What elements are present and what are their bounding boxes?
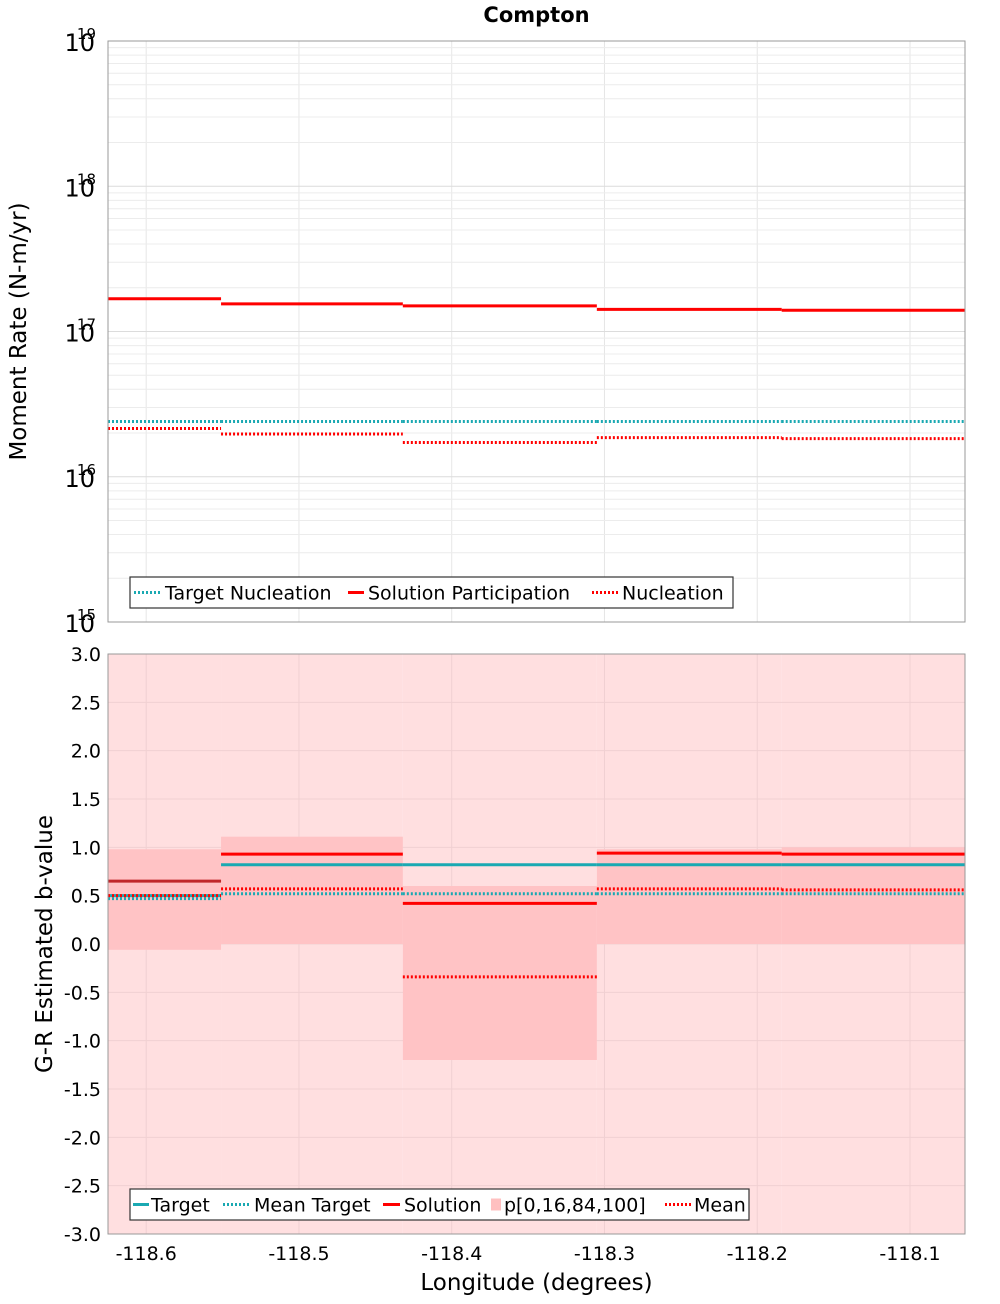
top-legend-label: Solution Participation xyxy=(368,583,570,605)
top-grid xyxy=(108,41,965,623)
top-y-tick-base: 10 xyxy=(64,610,95,638)
top-y-tick-exponent: 16 xyxy=(77,461,96,479)
bottom-y-tick-label: -1.5 xyxy=(64,1079,101,1101)
bottom-legend-label: p[0,16,84,100] xyxy=(504,1195,646,1217)
bottom-y-tick-label: 1.5 xyxy=(71,789,101,811)
bottom-series-solution xyxy=(108,851,965,905)
bottom-y-tick-label: 0.0 xyxy=(71,934,101,956)
bottom-series-mean-target xyxy=(108,892,965,901)
bottom-plot-frame xyxy=(107,653,966,1235)
top-series-solution-participation xyxy=(108,297,965,312)
top-legend-label: Nucleation xyxy=(622,583,724,605)
bottom-legend-label: Mean xyxy=(694,1195,746,1217)
bottom-y-tick-label: -3.0 xyxy=(64,1224,101,1246)
top-y-tick-base: 10 xyxy=(64,320,95,348)
top-y-tick-exponent: 17 xyxy=(77,316,96,334)
bottom-y-tick-label: -2.5 xyxy=(64,1176,101,1198)
top-y-tick-exponent: 18 xyxy=(77,170,96,188)
top-series-nucleation xyxy=(108,426,965,445)
top-y-axis-label: Moment Rate (N-m/yr) xyxy=(6,202,32,460)
chart-title: Compton xyxy=(483,3,589,27)
bottom-y-tick-label: 1.0 xyxy=(71,837,101,859)
x-tick-label: -118.5 xyxy=(268,1243,329,1265)
bottom-series-mean xyxy=(108,887,965,979)
band-inner-rect xyxy=(402,886,597,1060)
bottom-legend-label: Mean Target xyxy=(254,1195,371,1217)
x-tick-label: -118.2 xyxy=(727,1243,788,1265)
top-legend-label: Target Nucleation xyxy=(164,583,332,605)
top-legend-box xyxy=(129,576,734,609)
bottom-y-tick-label: 2.0 xyxy=(71,741,101,763)
top-y-tick-base: 10 xyxy=(64,465,95,493)
bottom-y-tick-label: 3.0 xyxy=(71,644,101,666)
top-plot-frame xyxy=(107,40,966,623)
bottom-legend-label: Solution xyxy=(404,1195,481,1217)
bottom-legend-box xyxy=(129,1188,750,1221)
top-y-tick-base: 10 xyxy=(64,174,95,202)
x-tick-label: -118.4 xyxy=(421,1243,482,1265)
bottom-y-tick-label: 2.5 xyxy=(71,692,101,714)
x-tick-label: -118.6 xyxy=(116,1243,177,1265)
top-y-tick-exponent: 19 xyxy=(77,25,96,43)
bottom-series-target xyxy=(108,863,965,898)
top-y-tick-exponent: 15 xyxy=(77,606,96,624)
bottom-y-tick-label: -1.0 xyxy=(64,1031,101,1053)
bottom-y-tick-label: -2.0 xyxy=(64,1127,101,1149)
x-tick-label: -118.1 xyxy=(879,1243,940,1265)
band-inner-rect xyxy=(781,847,965,944)
x-axis-label: Longitude (degrees) xyxy=(420,1270,652,1296)
bottom-legend-swatch xyxy=(491,1198,501,1211)
top-y-tick-base: 10 xyxy=(64,29,95,57)
bottom-legend-label: Target xyxy=(150,1195,210,1217)
bottom-y-tick-label: -0.5 xyxy=(64,982,101,1004)
x-tick-label: -118.3 xyxy=(574,1243,635,1265)
bottom-y-tick-label: 0.5 xyxy=(71,886,101,908)
bottom-y-axis-label: G-R Estimated b-value xyxy=(32,815,58,1073)
